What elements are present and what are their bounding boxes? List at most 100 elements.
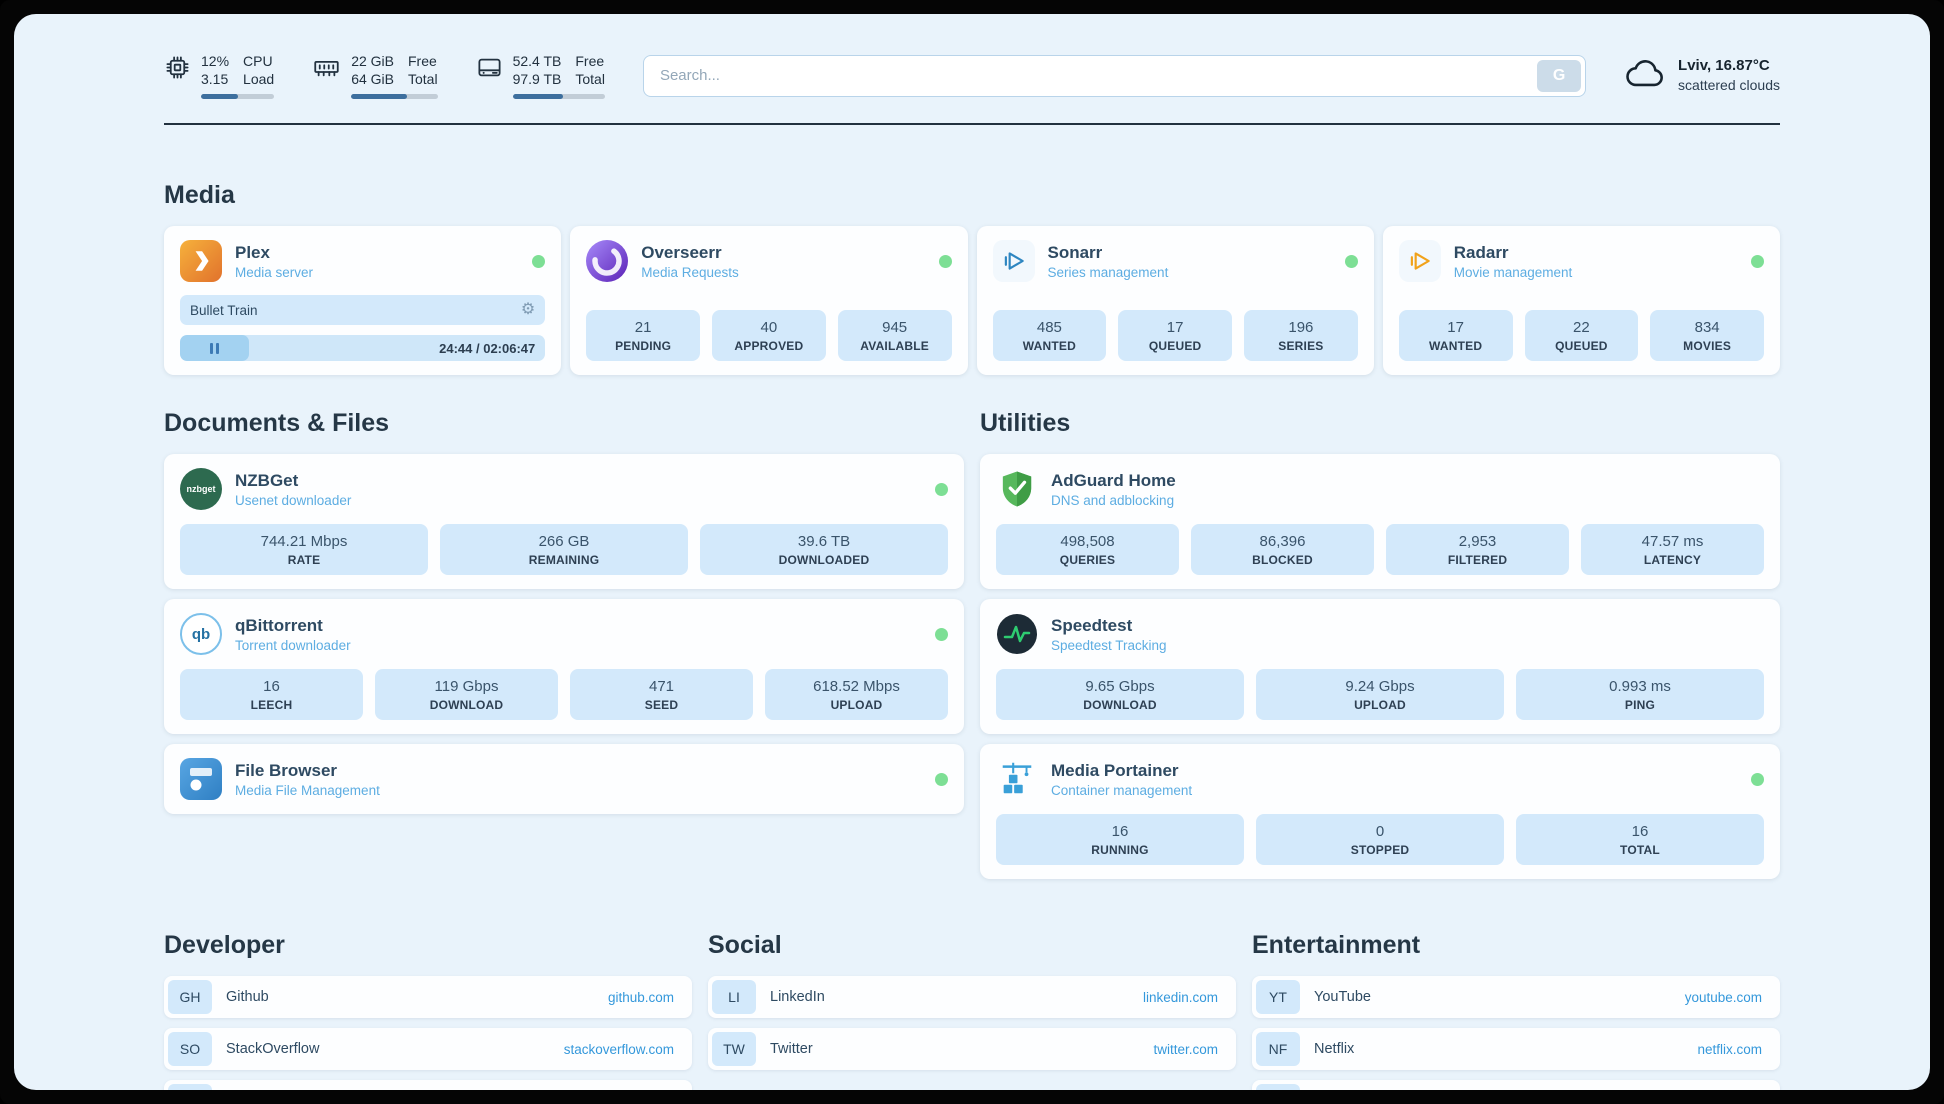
link-dev[interactable]: DT DEV dev.to: [164, 1080, 692, 1090]
app-title: Radarr: [1453, 242, 1509, 262]
speedtest-card[interactable]: Speedtest Speedtest Tracking 9.65 Gbps D…: [980, 599, 1780, 735]
social-column: Social LI LinkedIn linkedin.com TW Twitt…: [708, 931, 1236, 1071]
cpu-load-value: 3.15: [201, 71, 229, 88]
ram-icon: [312, 54, 341, 86]
qbittorrent-card[interactable]: qb qBittorrent Torrent downloader 16 LEE…: [164, 599, 964, 735]
stat-value: 40: [760, 319, 778, 337]
stat-label: QUEUED: [1555, 339, 1608, 354]
stat-value: 2,953: [1458, 533, 1497, 551]
portainer-card[interactable]: Media Portainer Container management 16 …: [980, 744, 1780, 880]
stat-box: 834 MOVIES: [1650, 310, 1764, 362]
stat-box: 266 GB REMAINING: [440, 524, 688, 576]
card-header: Speedtest Speedtest Tracking: [996, 613, 1764, 655]
radarr-card[interactable]: Radarr Movie management 17 WANTED 22 QUE…: [1382, 226, 1780, 376]
search-provider-button[interactable]: G: [1537, 59, 1582, 92]
overseerr-card[interactable]: Overseerr Media Requests 21 PENDING 40 A…: [570, 226, 968, 376]
plex-card[interactable]: Plex Media server Bullet Train ⚙ 24:44 /…: [164, 226, 562, 376]
app-subtitle: Media File Management: [235, 782, 380, 798]
link-url: twitter.com: [1153, 1041, 1218, 1057]
nzbget-icon-text: nzbget: [186, 484, 216, 495]
ram-free-label: Free: [408, 53, 437, 69]
stat-value: 17: [1166, 319, 1184, 337]
link-github[interactable]: GH Github github.com: [164, 976, 692, 1019]
stat-value: 39.6 TB: [797, 533, 851, 551]
link-url: linkedin.com: [1142, 989, 1218, 1005]
app-subtitle: Series management: [1047, 264, 1169, 280]
sonarr-card[interactable]: Sonarr Series management 485 WANTED 17 Q…: [976, 226, 1374, 376]
stat-label: LATENCY: [1643, 553, 1702, 568]
stat-box: 2,953 FILTERED: [1386, 524, 1569, 576]
status-dot: [1751, 254, 1764, 268]
link-url: github.com: [607, 989, 674, 1005]
card-header: File Browser Media File Management: [180, 758, 948, 801]
link-twitter[interactable]: TW Twitter twitter.com: [708, 1028, 1236, 1071]
radarr-icon: [1398, 240, 1441, 283]
stat-value: 618.52 Mbps: [813, 678, 900, 696]
link-name: Netflix: [1314, 1041, 1355, 1058]
stat-value: 16: [1111, 823, 1129, 841]
adguard-icon: [996, 468, 1038, 510]
stat-label: WANTED: [1022, 339, 1076, 354]
stat-value: 0.993 ms: [1609, 678, 1671, 696]
app-title: AdGuard Home: [1051, 470, 1176, 490]
stat-box: 17 QUEUED: [1118, 310, 1232, 362]
search-input[interactable]: [642, 54, 1587, 97]
disk-total-label: Total: [575, 71, 605, 88]
stat-box: 39.6 TB DOWNLOADED: [700, 524, 948, 576]
cpu-load-label: Load: [243, 71, 275, 88]
search-bar: G: [642, 54, 1587, 97]
stat-label: DOWNLOAD: [429, 698, 504, 713]
gear-icon[interactable]: ⚙: [520, 301, 536, 319]
status-dot: [935, 772, 948, 786]
link-stackoverflow[interactable]: SO StackOverflow stackoverflow.com: [164, 1028, 692, 1071]
stat-value: 485: [1036, 319, 1062, 337]
entertainment-column: Entertainment YT YouTube youtube.com NF …: [1252, 931, 1780, 1090]
stats-row: 498,508 QUERIES 86,396 BLOCKED 2,953 FIL…: [996, 524, 1764, 576]
cpu-icon: [164, 54, 191, 86]
stat-box: 0.993 ms PING: [1516, 669, 1764, 721]
disk-total-value: 97.9 TB: [512, 71, 562, 88]
stat-label: FILTERED: [1447, 553, 1508, 568]
stat-label: QUERIES: [1059, 553, 1116, 568]
stat-box: 485 WANTED: [992, 310, 1107, 362]
link-badge: SO: [168, 1032, 212, 1067]
link-youtube[interactable]: YT YouTube youtube.com: [1252, 976, 1780, 1019]
card-header: Radarr Movie management: [1398, 240, 1764, 283]
disk-progress-fill: [512, 94, 564, 100]
link-reddit[interactable]: RE Reddit reddit.com: [1252, 1080, 1780, 1090]
media-grid: Plex Media server Bullet Train ⚙ 24:44 /…: [164, 226, 1780, 376]
link-linkedin[interactable]: LI LinkedIn linkedin.com: [708, 976, 1236, 1019]
status-dot: [1751, 772, 1764, 786]
documents-column: Documents & Files nzbget NZBGet Usenet d…: [164, 409, 964, 815]
stat-label: LEECH: [250, 698, 293, 713]
stat-value: 266 GB: [538, 533, 590, 551]
stat-box: 0 STOPPED: [1256, 814, 1504, 866]
adguard-card[interactable]: AdGuard Home DNS and adblocking 498,508 …: [980, 454, 1780, 590]
stat-value: 498,508: [1060, 533, 1115, 551]
utilities-section-title: Utilities: [980, 409, 1071, 438]
stat-box: 40 APPROVED: [712, 310, 826, 362]
middle-columns: Documents & Files nzbget NZBGet Usenet d…: [164, 409, 1780, 880]
app-subtitle: Speedtest Tracking: [1051, 637, 1167, 653]
stat-box: 498,508 QUERIES: [996, 524, 1179, 576]
nzbget-card[interactable]: nzbget NZBGet Usenet downloader 744.21 M…: [164, 454, 964, 590]
playback-progress-bar[interactable]: 24:44 / 02:06:47: [180, 335, 546, 362]
link-name: StackOverflow: [226, 1041, 320, 1058]
status-dot: [938, 254, 952, 268]
qbittorrent-icon: qb: [180, 613, 222, 656]
pause-icon[interactable]: [210, 342, 220, 354]
weather-location: Lviv, 16.87°C: [1678, 57, 1770, 75]
link-name: YouTube: [1314, 989, 1371, 1006]
app-subtitle: Torrent downloader: [235, 637, 351, 653]
stat-label: DOWNLOAD: [1083, 698, 1157, 713]
qbittorrent-icon-text: qb: [191, 625, 211, 643]
filebrowser-card[interactable]: File Browser Media File Management: [164, 744, 964, 815]
stat-label: SEED: [644, 698, 679, 713]
link-netflix[interactable]: NF Netflix netflix.com: [1252, 1028, 1780, 1071]
stat-box: 17 WANTED: [1398, 310, 1513, 362]
disk-free-value: 52.4 TB: [512, 53, 562, 69]
stat-box: 16 LEECH: [180, 669, 363, 721]
link-badge: GH: [168, 980, 212, 1015]
app-title: Overseerr: [641, 242, 722, 262]
ram-total-value: 64 GiB: [351, 71, 394, 88]
